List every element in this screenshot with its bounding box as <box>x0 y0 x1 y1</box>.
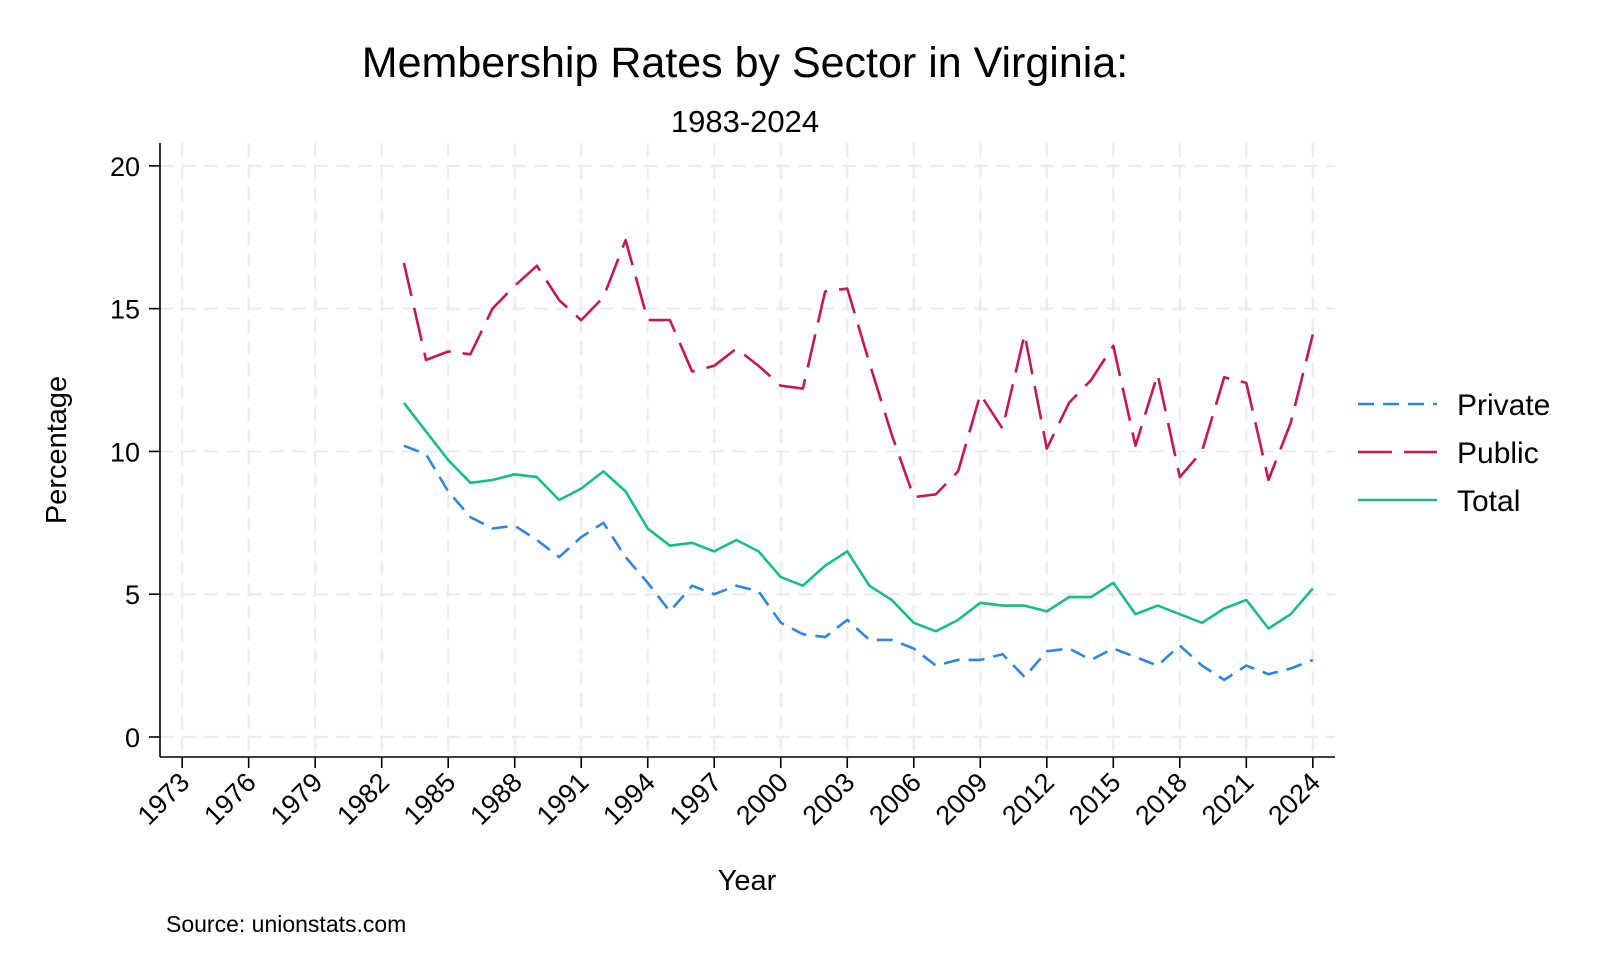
series-line-public <box>402 238 1315 499</box>
x-axis-ticks: 1973 1976 1979 1982 1985 1988 1991 1994 1997 2000… <box>132 757 1326 831</box>
x-tick-label: 1979 <box>265 767 329 831</box>
legend-label-total: Total <box>1457 485 1520 518</box>
axes <box>159 143 1335 758</box>
x-tick-label: 2012 <box>996 767 1060 831</box>
chart-title: Membership Rates by Sector in Virginia: <box>362 39 1128 87</box>
x-axis-title: Year <box>718 865 777 897</box>
grid-lines <box>160 143 1335 757</box>
series-line-total <box>402 402 1314 633</box>
x-tick-label: 2024 <box>1262 767 1326 831</box>
x-tick-label: 2006 <box>863 767 927 831</box>
x-tick-label: 1976 <box>198 767 262 831</box>
x-tick-label: 2021 <box>1196 767 1260 831</box>
y-tick-label: 10 <box>110 437 140 467</box>
x-tick-label: 2000 <box>730 767 794 831</box>
x-tick-label: 1997 <box>664 767 728 831</box>
x-tick-label: 2018 <box>1129 767 1193 831</box>
y-tick-label: 5 <box>125 580 140 610</box>
y-axis-ticks: 0 5 10 15 20 <box>110 152 160 753</box>
x-tick-label: 1994 <box>597 767 661 831</box>
x-tick-label: 1988 <box>464 767 528 831</box>
x-tick-label: 2003 <box>797 767 861 831</box>
x-tick-label: 1991 <box>531 767 595 831</box>
x-tick-label: 2009 <box>930 767 994 831</box>
chart-subtitle: 1983-2024 <box>671 104 819 139</box>
series-lines <box>402 238 1315 682</box>
y-axis-title: Percentage <box>41 376 73 524</box>
legend: Private Public Total <box>1358 389 1550 518</box>
legend-label-public: Public <box>1457 437 1539 470</box>
y-tick-label: 0 <box>125 723 140 753</box>
x-tick-label: 2015 <box>1063 767 1127 831</box>
x-tick-label: 1982 <box>331 767 395 831</box>
legend-label-private: Private <box>1457 389 1550 422</box>
y-tick-label: 20 <box>110 152 140 182</box>
x-tick-label: 1985 <box>398 767 462 831</box>
x-tick-label: 1973 <box>132 767 196 831</box>
source-note: Source: unionstats.com <box>166 911 406 937</box>
y-tick-label: 15 <box>110 295 140 325</box>
series-line-private <box>403 444 1314 682</box>
